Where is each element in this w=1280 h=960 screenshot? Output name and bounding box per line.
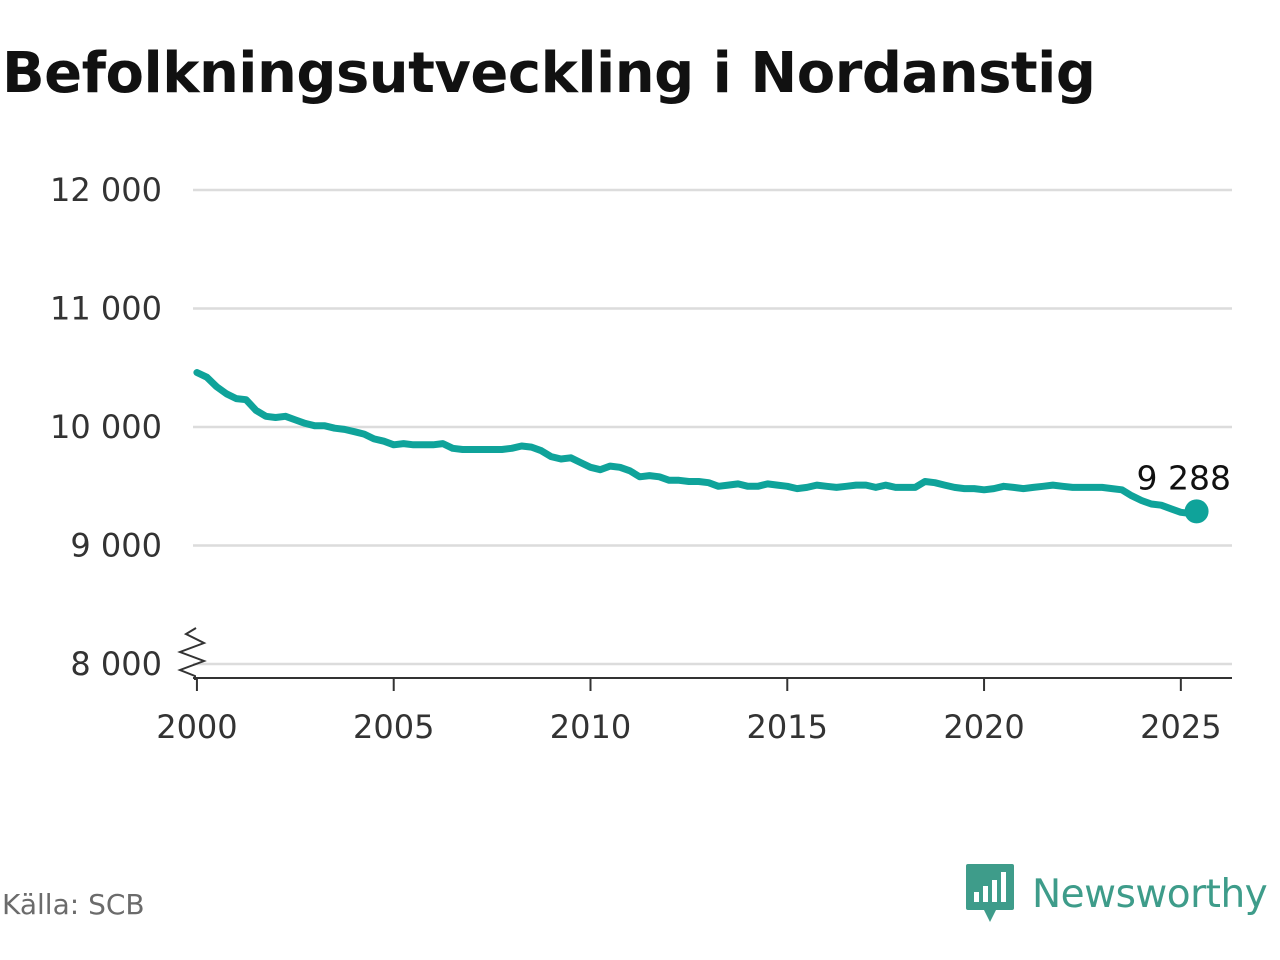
- population-line: [193, 369, 1201, 517]
- x-tick-label: 2020: [943, 708, 1024, 746]
- y-tick-label: 9 000: [70, 527, 162, 565]
- y-tick-label: 11 000: [50, 290, 162, 328]
- brand-name: Newsworthy: [1032, 871, 1268, 917]
- newsworthy-chart-bubble-icon: [966, 864, 1014, 922]
- y-tick-label: 8 000: [70, 645, 162, 683]
- x-tick-label: 2025: [1140, 708, 1221, 746]
- axes: [177, 627, 1232, 680]
- end-point-marker: [1184, 499, 1209, 524]
- x-axis-ticks: 2000 2005 2010 2015 2020 2025: [156, 678, 1222, 746]
- x-tick-label: 2010: [550, 708, 631, 746]
- gridlines: [193, 188, 1232, 666]
- end-value-label: 9 288: [1137, 458, 1231, 497]
- x-tick-label: 2000: [156, 708, 237, 746]
- y-axis-ticks: 8 000 9 000 10 000 11 000 12 000: [50, 171, 162, 683]
- brand-logo: Newsworthy: [964, 862, 1268, 926]
- x-tick-label: 2015: [747, 708, 828, 746]
- y-tick-label: 10 000: [50, 408, 162, 446]
- x-tick-label: 2005: [353, 708, 434, 746]
- y-axis-break-mark: [177, 627, 207, 680]
- source-note: Källa: SCB: [2, 888, 145, 921]
- chart-title: Befolkningsutveckling i Nordanstig: [2, 41, 1096, 106]
- y-tick-label: 12 000: [50, 171, 162, 209]
